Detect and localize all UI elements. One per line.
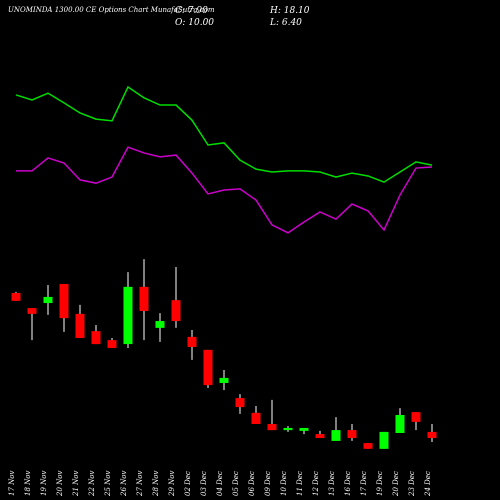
x-tick-label: 29 Nov — [168, 471, 176, 497]
candle-body — [363, 443, 373, 449]
x-tick-label: 17 Dec — [360, 471, 368, 496]
x-tick-label: 19 Nov — [40, 471, 48, 496]
x-tick-label: 10 Dec — [280, 471, 288, 496]
candle-body — [427, 431, 437, 439]
candle-body — [91, 331, 101, 345]
candle-body — [283, 427, 293, 431]
candle-body — [139, 286, 149, 311]
high-info: H: 18.10 — [269, 6, 310, 16]
x-tick-label: 20 Nov — [56, 471, 64, 497]
candle-body — [299, 427, 309, 431]
candle-body — [123, 286, 133, 345]
candle-body — [59, 283, 69, 319]
x-tick-label: 28 Nov — [152, 471, 160, 497]
x-tick-label: 02 Dec — [184, 471, 192, 496]
x-tick-label: 19 Dec — [376, 471, 384, 496]
candle-body — [315, 434, 325, 439]
x-tick-label: 03 Dec — [200, 471, 208, 496]
x-tick-label: 13 Dec — [328, 471, 336, 496]
x-tick-label: 20 Dec — [392, 471, 400, 497]
x-tick-label: 25 Nov — [104, 471, 112, 497]
indicator-line — [16, 146, 433, 234]
close-info: C: 7.90 — [175, 6, 208, 16]
candle-body — [251, 412, 261, 424]
x-tick-label: 26 Nov — [120, 471, 128, 497]
candle-body — [331, 430, 341, 441]
low-info: L: 6.40 — [269, 18, 302, 28]
candle-body — [267, 424, 277, 431]
x-tick-label: 05 Dec — [232, 471, 240, 496]
chart-title: UNOMINDA 1300.00 CE Options Chart Munafa… — [8, 6, 215, 14]
candle-body — [11, 292, 21, 301]
candle-body — [171, 300, 181, 322]
x-tick-label: 16 Dec — [344, 471, 352, 496]
candle-body — [235, 398, 245, 408]
candle-body — [155, 321, 165, 328]
candle-body — [219, 377, 229, 383]
candle-body — [395, 415, 405, 433]
x-tick-label: 22 Nov — [88, 471, 96, 497]
x-tick-label: 27 Nov — [136, 471, 144, 497]
candle-body — [43, 296, 53, 304]
x-tick-label: 21 Nov — [72, 471, 80, 497]
candle-body — [203, 349, 213, 386]
x-tick-label: 06 Dec — [248, 471, 256, 496]
x-tick-label: 04 Dec — [216, 471, 224, 496]
open-info: O: 10.00 — [175, 18, 214, 28]
x-tick-label: 12 Dec — [312, 471, 320, 496]
x-tick-label: 18 Nov — [24, 471, 32, 496]
x-tick-label: 11 Dec — [296, 471, 304, 496]
candle-body — [347, 430, 357, 439]
x-tick-label: 17 Nov — [8, 471, 16, 496]
candle-body — [75, 313, 85, 338]
indicator-line — [15, 85, 433, 183]
candle-body — [411, 412, 421, 422]
x-tick-label: 23 Dec — [408, 471, 416, 497]
candle-body — [379, 431, 389, 449]
candle-body — [187, 336, 197, 347]
candle-body — [27, 308, 37, 314]
x-tick-label: 09 Dec — [264, 471, 272, 496]
x-tick-label: 24 Dec — [424, 471, 432, 497]
candle-body — [107, 340, 117, 349]
